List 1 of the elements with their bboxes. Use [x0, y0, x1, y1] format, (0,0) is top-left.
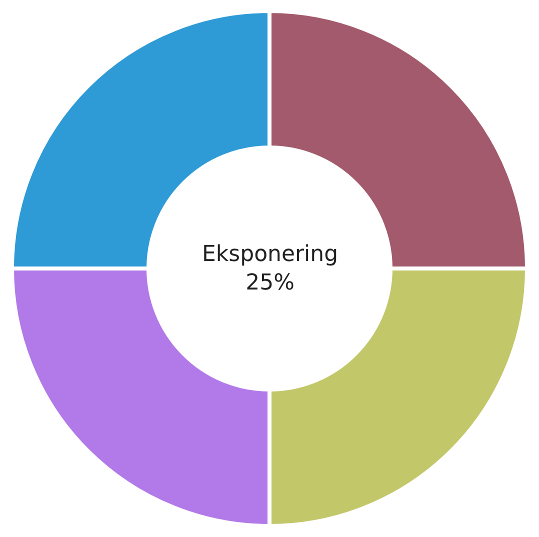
text: Eksponering 25% — [202, 242, 338, 296]
